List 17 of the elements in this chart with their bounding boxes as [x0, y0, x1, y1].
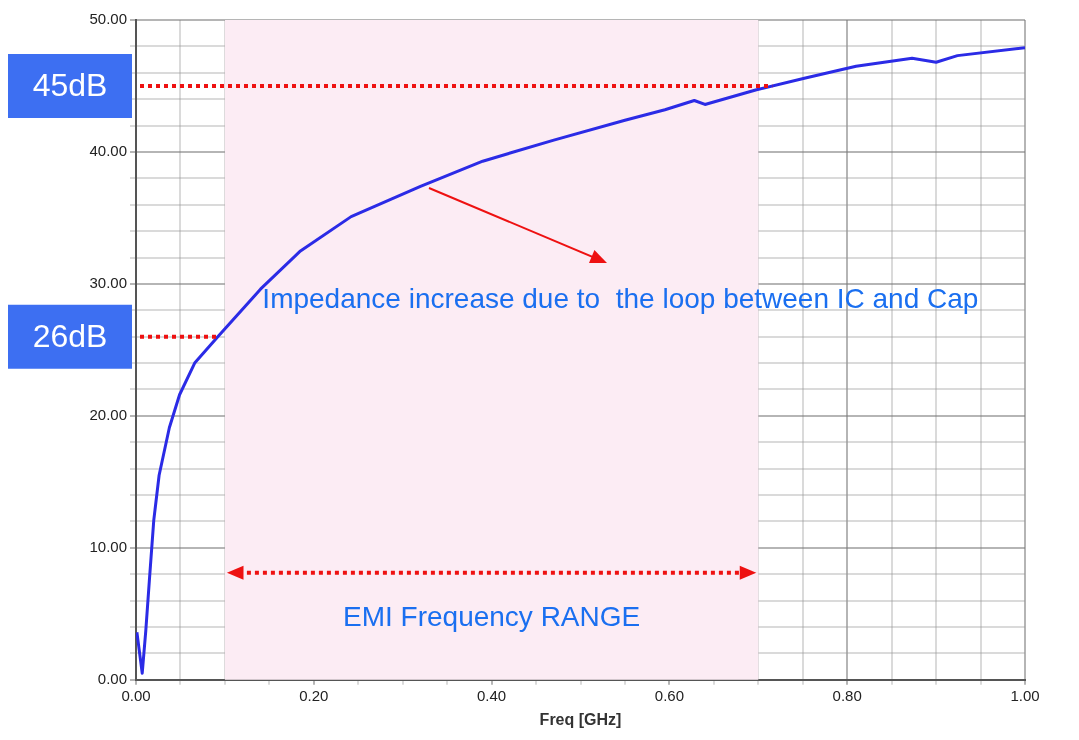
y-tick-label: 50.00 — [89, 10, 127, 28]
x-tick-label: 0.80 — [832, 686, 862, 704]
y-tick-label: 0.00 — [97, 669, 127, 687]
x-tick-label: 0.40 — [477, 686, 507, 704]
ref-line-label: 45dB — [32, 66, 108, 103]
annotation: Impedance increase due to the loop between IC and Cap — [262, 282, 979, 314]
x-axis-title: Freq [GHz] — [539, 710, 622, 728]
band-label: EMI Frequency RANGE — [343, 600, 641, 632]
x-tick-label: 0.60 — [654, 686, 684, 704]
x-tick-label: 0.20 — [299, 686, 329, 704]
ref-line-label: 26dB — [32, 317, 108, 354]
y-tick-label: 40.00 — [89, 142, 127, 160]
y-tick-label: 10.00 — [89, 537, 127, 555]
x-tick-label: 1.00 — [1010, 686, 1040, 704]
x-tick-label: 0.00 — [121, 686, 151, 704]
y-tick-label: 30.00 — [89, 274, 127, 292]
y-tick-label: 20.00 — [89, 406, 127, 424]
